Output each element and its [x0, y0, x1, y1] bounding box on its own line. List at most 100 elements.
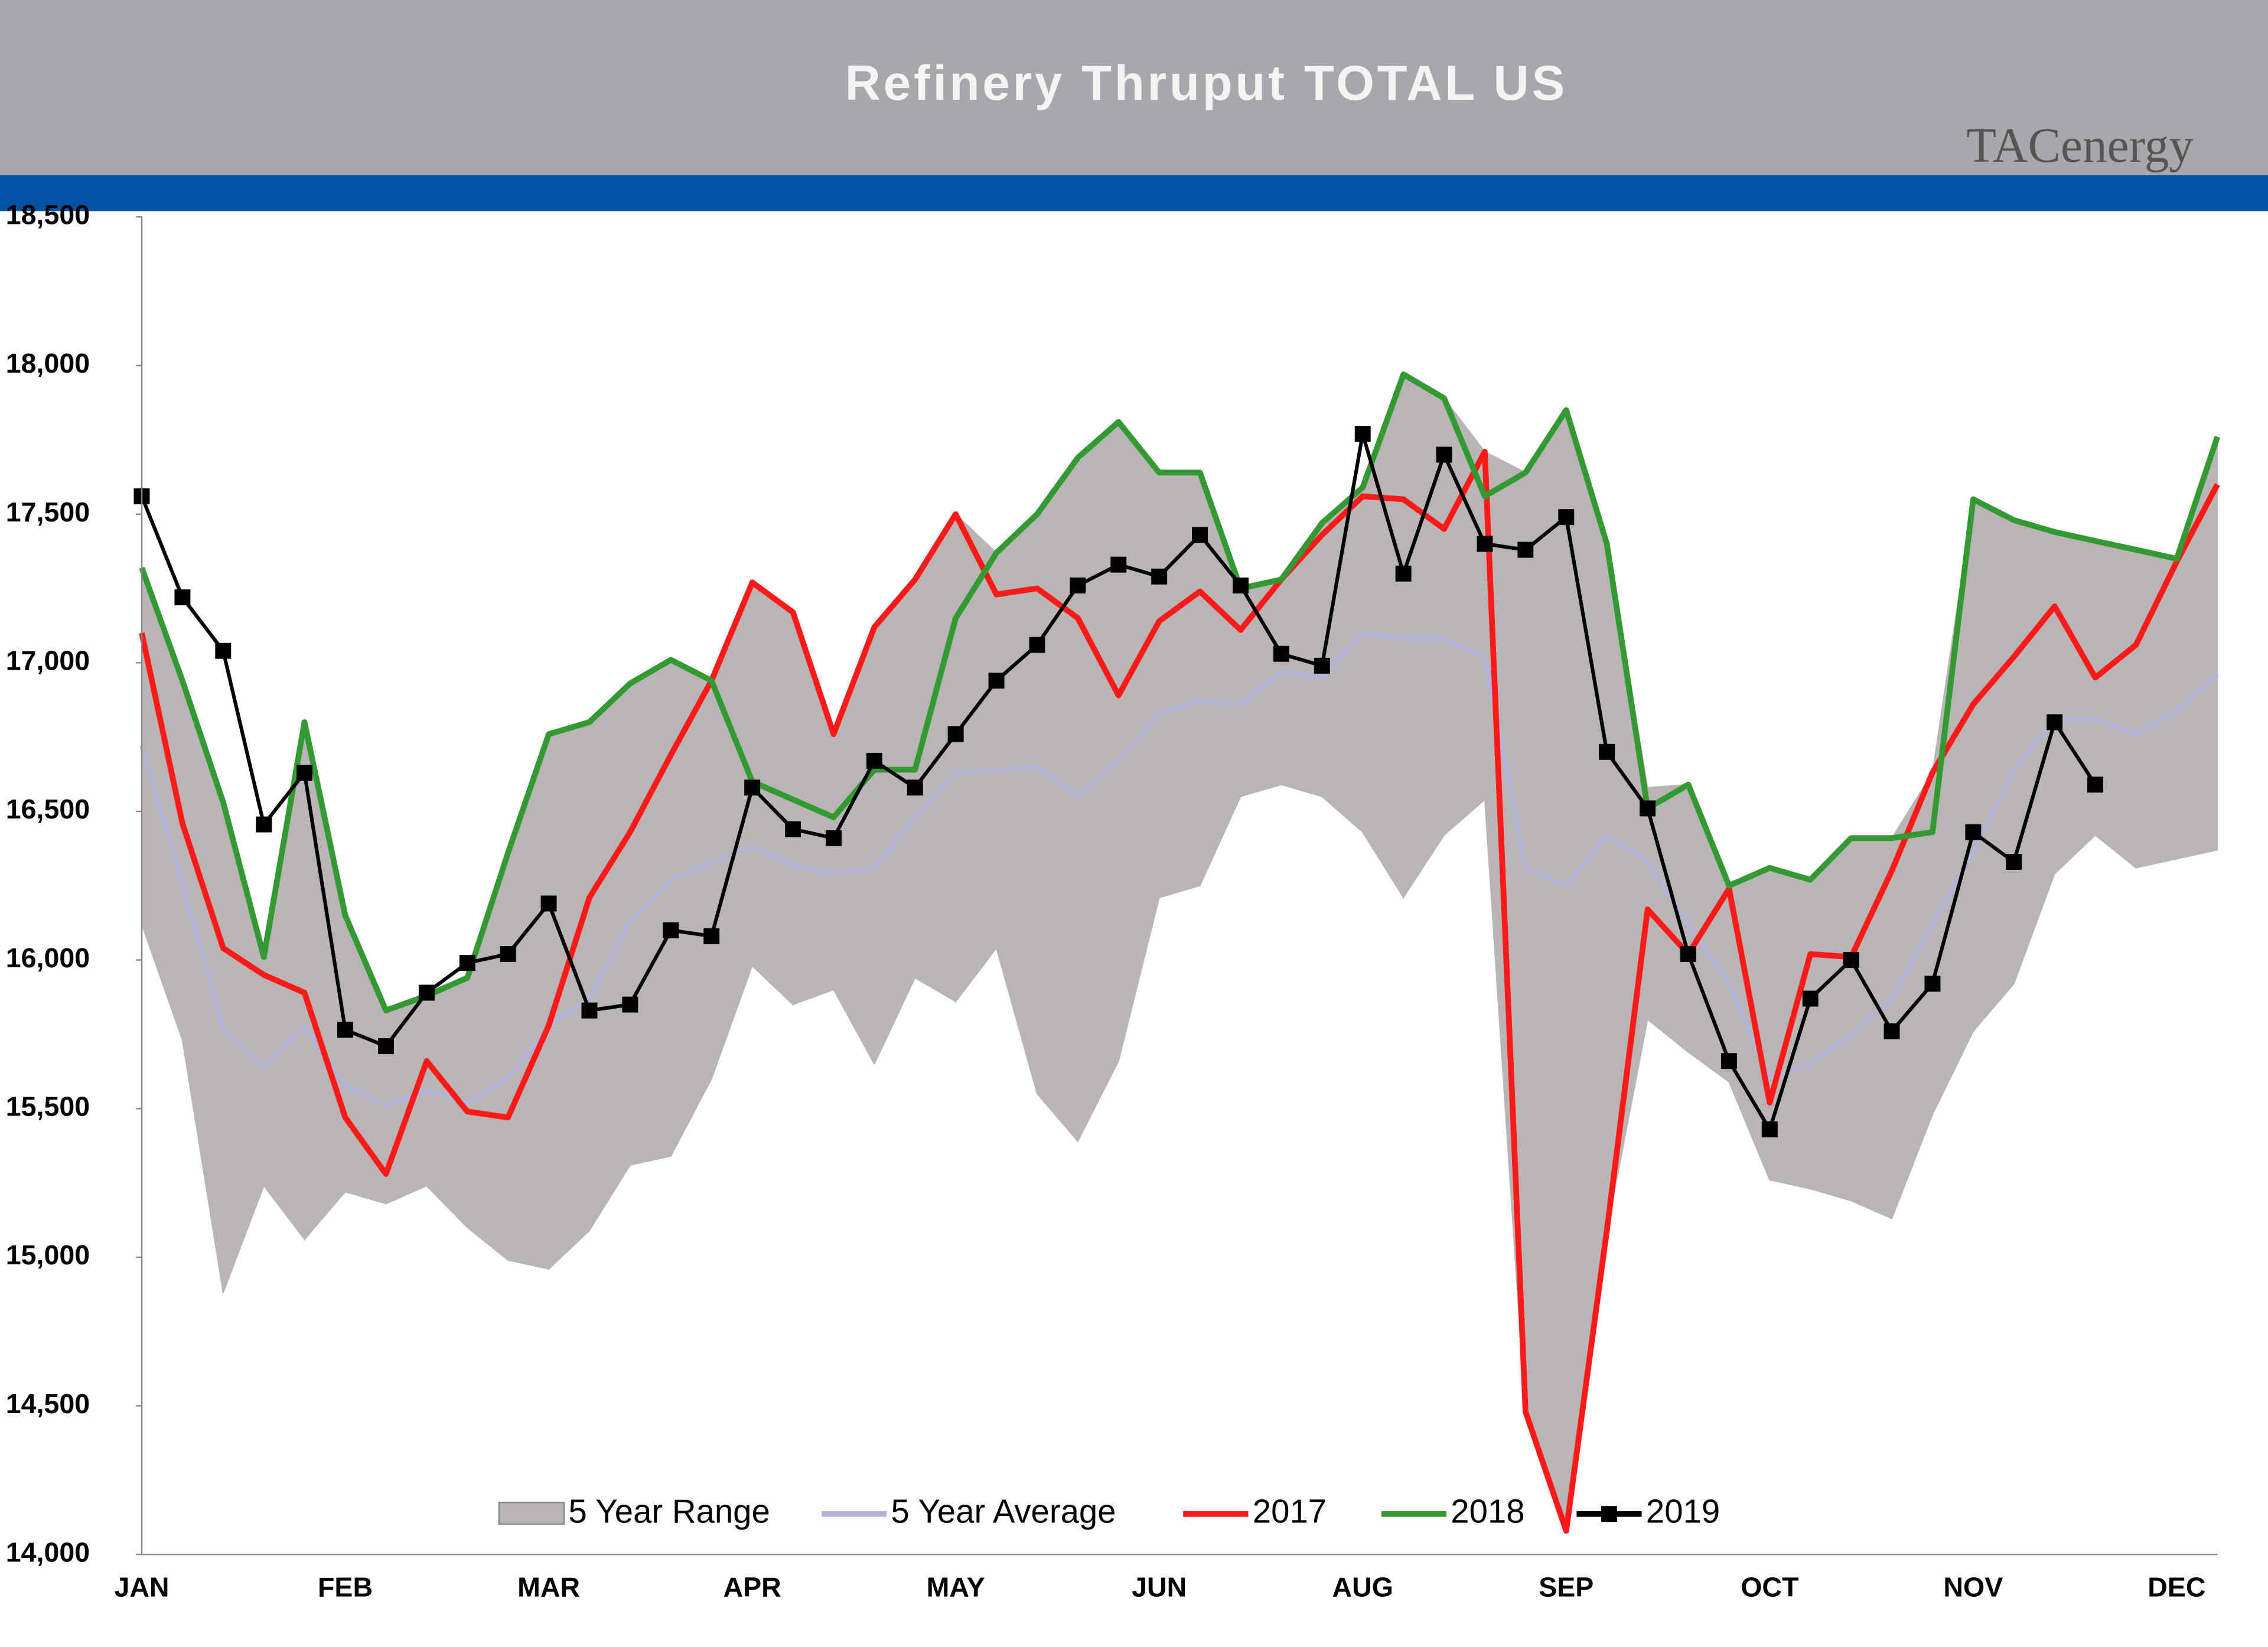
x-tick-label: SEP: [1539, 1571, 1594, 1602]
marker: [825, 830, 842, 846]
marker: [296, 765, 313, 781]
legend-label: 5 Year Average: [891, 1493, 1116, 1530]
range-band: [2094, 540, 2137, 869]
x-tick-label: FEB: [318, 1571, 373, 1602]
legend-label: 2019: [1646, 1493, 1720, 1530]
logo: TACenergy: [1966, 119, 2194, 173]
y-tick-label: 18,000: [6, 348, 90, 379]
range-band: [1077, 420, 1119, 1142]
marker: [622, 996, 638, 1013]
marker: [459, 955, 475, 971]
marker: [785, 821, 801, 837]
marker: [988, 673, 1005, 689]
marker: [1884, 1023, 1900, 1039]
marker: [500, 946, 516, 963]
range-band: [711, 582, 753, 1079]
series-line: [139, 631, 2219, 1108]
y-tick-label: 16,000: [6, 942, 90, 973]
marker: [1680, 946, 1696, 963]
marker: [947, 726, 964, 742]
chart-title: Refinery Thruput TOTAL US: [845, 56, 1568, 110]
marker: [1151, 568, 1168, 585]
range-band: [507, 733, 550, 1270]
y-tick-label: 14,000: [6, 1537, 90, 1568]
marker: [1477, 536, 1493, 552]
marker: [1436, 446, 1452, 463]
series-line: [139, 371, 2220, 1014]
y-tick-label: 15,500: [6, 1091, 90, 1122]
x-tick-label: JAN: [114, 1571, 169, 1602]
y-tick-label: 17,500: [6, 497, 90, 527]
header-stripe: [0, 175, 2268, 211]
x-tick-label: AUG: [1332, 1571, 1393, 1602]
marker: [1029, 637, 1045, 653]
marker: [1070, 577, 1086, 593]
marker: [174, 589, 191, 606]
marker: [1273, 645, 1289, 662]
range-band: [1810, 836, 1852, 1202]
marker: [540, 895, 557, 912]
range-band: [1524, 408, 1567, 1531]
legend-label: 5 Year Range: [568, 1493, 770, 1530]
plot-area: 14,000 14,500 15,000 15,500 16,000 16,500 17,0…: [6, 200, 2220, 1602]
y-tick-label: 17,000: [6, 645, 90, 676]
marker: [2047, 714, 2063, 730]
marker: [866, 752, 882, 769]
range-band: [181, 680, 224, 1293]
y-tick-label: 14,500: [6, 1388, 90, 1419]
legend-label: 2017: [1253, 1493, 1327, 1530]
y-tick-label: 16,500: [6, 794, 90, 824]
range-band: [1117, 420, 1160, 1061]
marker: [744, 780, 761, 796]
marker: [1354, 426, 1371, 442]
marker: [581, 1002, 598, 1019]
marker: [1233, 577, 1249, 593]
x-tick-label: NOV: [1943, 1571, 2003, 1602]
range-band: [2013, 519, 2055, 984]
marker: [1924, 976, 1941, 992]
legend-swatch: [498, 1501, 565, 1525]
marker: [1395, 565, 1412, 582]
marker: [1558, 509, 1575, 526]
marker: [1720, 1053, 1737, 1069]
range-band: [1606, 543, 1648, 1231]
marker: [1314, 657, 1330, 674]
x-tick-label: APR: [724, 1571, 781, 1602]
marker: [663, 922, 679, 938]
x-tick-label: JUN: [1132, 1571, 1187, 1602]
marker: [337, 1022, 354, 1038]
marker: [1640, 800, 1656, 817]
legend: 5 Year Range 5 Year Average 2017 2018 2019: [498, 1493, 1720, 1530]
range-band: [670, 658, 712, 1157]
marker: [1517, 542, 1534, 558]
marker: [1843, 952, 1859, 968]
header-band: [0, 0, 2268, 175]
marker: [703, 928, 720, 944]
marker: [907, 780, 923, 796]
legend-marker: [1601, 1506, 1617, 1522]
marker: [1192, 527, 1208, 543]
marker: [2087, 777, 2104, 793]
marker: [215, 643, 232, 659]
marker: [418, 984, 435, 1001]
range-band: [1036, 455, 1078, 1143]
legend-label: 2018: [1451, 1493, 1524, 1530]
marker: [2006, 854, 2022, 870]
marker: [1761, 1121, 1778, 1137]
x-tick-label: MAY: [927, 1571, 985, 1602]
marker: [1802, 990, 1819, 1007]
marker: [377, 1038, 394, 1055]
range-band: [2054, 531, 2096, 875]
y-tick-label: 15,000: [6, 1240, 90, 1270]
range-band: [996, 513, 1038, 1094]
y-tick-label: 18,500: [6, 200, 90, 230]
marker: [256, 816, 272, 833]
marker: [1965, 824, 1982, 840]
series-line: [139, 449, 2220, 1534]
range-band: [1931, 499, 1974, 1115]
x-tick-label: DEC: [2148, 1571, 2205, 1602]
x-tick-label: MAR: [517, 1571, 580, 1602]
range-band: [1972, 498, 2015, 1033]
